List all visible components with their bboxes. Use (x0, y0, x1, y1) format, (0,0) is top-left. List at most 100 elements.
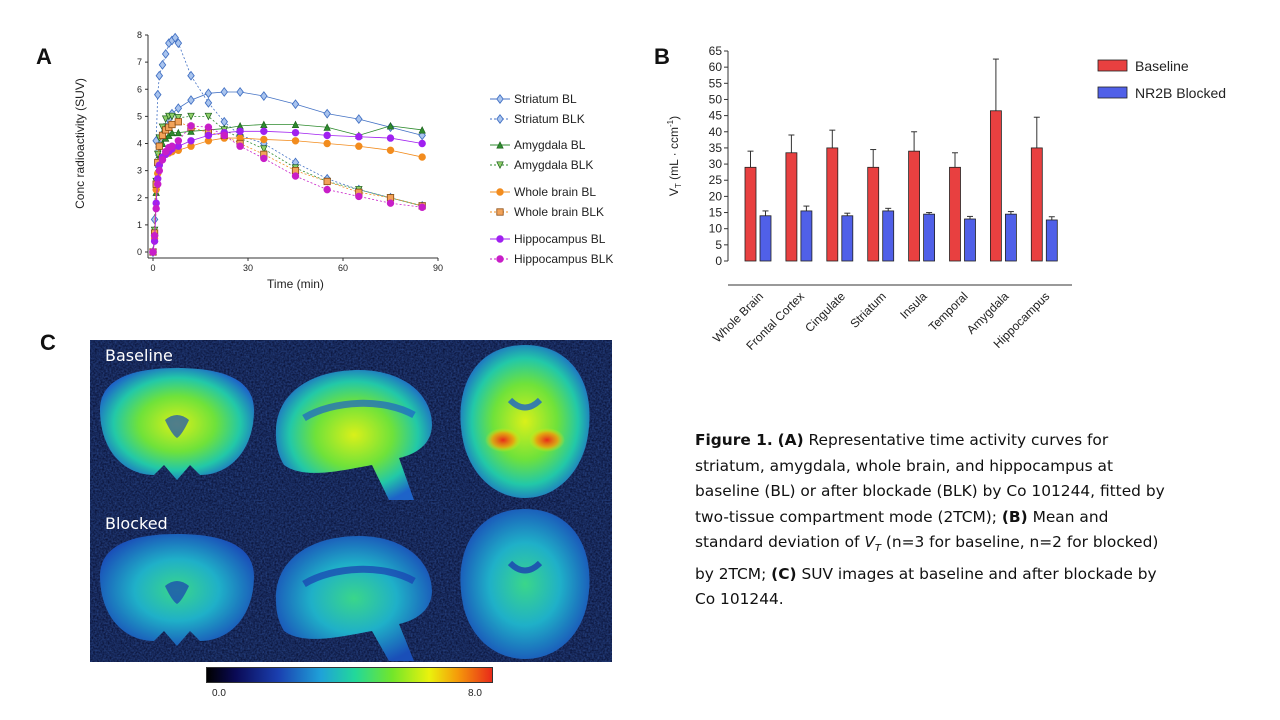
data-point (220, 87, 229, 97)
caption-c-text: SUV images at baseline and after blockad… (695, 564, 1157, 609)
y-tick-label: 60 (709, 60, 723, 74)
data-point (158, 156, 167, 164)
baseline-coronal-image (90, 340, 264, 501)
data-point (187, 95, 195, 106)
series-hippocampus-blk (149, 122, 426, 256)
figure-caption: Figure 1. (A) Representative time activi… (695, 428, 1165, 613)
legend-entry: Whole brain BLK (490, 205, 604, 219)
data-point (260, 127, 268, 135)
legend-label: Whole brain BLK (514, 205, 604, 219)
data-point (291, 120, 300, 129)
y-tick-label: 8 (137, 30, 142, 40)
data-point (323, 177, 331, 186)
data-point (168, 128, 176, 137)
panel-a-label: A (36, 44, 52, 69)
data-point (152, 204, 160, 213)
data-point (220, 131, 228, 140)
x-tick-label: 30 (243, 263, 253, 273)
colorbar-min-label: 0.0 (212, 688, 226, 699)
x-tick-label: 60 (338, 263, 348, 273)
legend-label: Amygdala BL (514, 138, 586, 152)
data-point (149, 248, 157, 256)
data-point (260, 145, 268, 153)
legend-label: Baseline (1135, 58, 1189, 74)
bar-baseline (949, 166, 961, 262)
baseline-sagittal-image (264, 340, 438, 501)
data-point (174, 137, 183, 145)
data-point (204, 97, 213, 108)
y-tick-label: 40 (709, 125, 723, 139)
legend-marker (496, 208, 504, 216)
data-point (386, 146, 395, 154)
caption-a-label: (A) (777, 431, 804, 449)
data-point (174, 118, 182, 126)
data-point (174, 114, 183, 122)
bar-baseline (867, 166, 880, 262)
legend-entry: Amygdala BL (490, 138, 586, 152)
data-point (260, 154, 268, 163)
data-point (155, 166, 164, 175)
legend-marker (496, 235, 504, 243)
data-point (260, 135, 268, 144)
x-axis-title: Time (min) (267, 277, 324, 291)
legend-swatch (1097, 86, 1128, 99)
series-line (152, 137, 423, 253)
caption-a-text: Representative time activity curves for … (695, 431, 1165, 526)
y-tick-label: 4 (137, 139, 142, 149)
bar-nr2b-blocked (1045, 219, 1058, 262)
data-point (236, 127, 244, 135)
data-point (386, 199, 395, 207)
y-tick-label: 5 (137, 111, 142, 121)
data-point (168, 120, 176, 129)
data-point (291, 137, 300, 145)
suv-images-panel: Baseline Blocked (90, 340, 612, 662)
y-tick-label: 6 (137, 84, 142, 94)
data-point (323, 108, 331, 119)
legend-entry: Whole brain BL (490, 185, 596, 199)
baseline-row-label: Baseline (105, 346, 173, 365)
data-point (260, 91, 268, 101)
y-tick-label: 30 (709, 157, 723, 171)
caption-b-label: (B) (1001, 507, 1028, 526)
caption-vt-var: VT (864, 533, 881, 555)
y-tick-label: 3 (137, 166, 142, 176)
bar-baseline (744, 166, 757, 262)
bar-nr2b-blocked (759, 215, 772, 262)
data-point (153, 89, 162, 100)
y-tick-label: 10 (709, 222, 723, 236)
data-point (154, 180, 162, 188)
data-point (174, 103, 183, 114)
y-tick-label: 5 (715, 238, 722, 252)
y-tick-label: 20 (709, 189, 723, 203)
data-point (323, 139, 331, 148)
data-point (187, 137, 195, 145)
data-point (236, 142, 244, 150)
legend-entry: Amygdala BLK (490, 158, 593, 172)
blocked-axial-image (438, 501, 612, 662)
legend-label: Hippocampus BLK (514, 252, 613, 266)
data-point (158, 59, 167, 70)
bar-nr2b-blocked (841, 215, 854, 262)
series-whole-brain-bl (149, 134, 426, 256)
legend-entry: Baseline (1097, 58, 1189, 74)
caption-b-text-2: (n=3 for baseline, n=2 for blocked) by 2… (695, 533, 1159, 583)
y-tick-label: 35 (709, 141, 723, 155)
y-tick-label: 25 (709, 173, 723, 187)
legend-entry: Striatum BLK (490, 112, 585, 126)
data-point (291, 172, 300, 180)
data-point (355, 142, 363, 150)
legend-marker (496, 141, 504, 149)
legend-entry: Hippocampus BL (490, 232, 606, 246)
time-activity-chart: 0 1 2 3 4 5 6 7 8 0 30 60 90 Time (min) Conc radioacti… (73, 30, 613, 291)
data-point (168, 142, 176, 150)
bar-baseline (908, 150, 921, 262)
data-point (418, 153, 426, 161)
bar-baseline (989, 110, 1002, 262)
y-axis-title: VT (mL · ccm-1) (666, 116, 683, 196)
panel-b-label: B (654, 44, 670, 69)
bar-nr2b-blocked (1004, 213, 1017, 262)
data-point (187, 127, 195, 135)
blocked-sagittal-image (264, 501, 438, 662)
data-point (323, 185, 331, 194)
legend-label: Striatum BL (514, 92, 577, 106)
